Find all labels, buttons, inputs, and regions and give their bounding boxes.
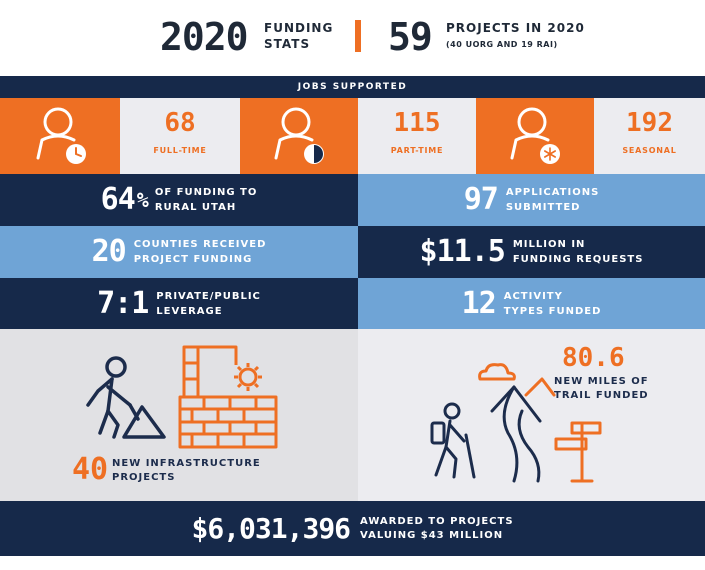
leverage-stat: 7:1 Private/Public Leverage — [0, 278, 358, 329]
infrastructure-line2: Projects — [112, 472, 176, 483]
funding-requests-stat: $11.5 Million in Funding Requests — [358, 226, 705, 278]
jobs-title: Jobs Supported — [297, 82, 408, 92]
infrastructure-line1: New Infrastructure — [112, 458, 261, 469]
seasonal-value: 192 — [626, 108, 673, 138]
leverage-line2: Leverage — [156, 305, 223, 317]
worker-shovel-icon — [86, 356, 166, 439]
projects-count: 59 — [388, 15, 433, 59]
year-label-1: Funding — [264, 21, 334, 35]
rural-funding-text: of funding to rural Utah — [155, 185, 258, 215]
full-time-icon-cell — [0, 98, 120, 174]
infrastructure-text: New Infrastructure Projects — [112, 457, 261, 485]
counties-value: 20 — [91, 234, 127, 269]
counties-stat: 20 Counties Received Project Funding — [0, 226, 358, 278]
brick-wall-icon — [178, 345, 278, 449]
part-time-value: 115 — [393, 108, 441, 138]
jobs-supported-bar: Jobs Supported — [0, 76, 705, 98]
counties-line1: Counties Received — [133, 239, 267, 250]
full-time-label: Full-Time — [153, 146, 207, 155]
header: 2020 Funding Stats 59 Projects In 2020 (… — [0, 0, 705, 75]
year-label-2: Stats — [264, 37, 311, 51]
infrastructure-value: 40 — [72, 452, 109, 487]
applications-line2: Submitted — [505, 202, 581, 213]
rural-funding-stat: 64 % of funding to rural Utah — [0, 174, 358, 226]
total-awarded-line1: Awarded to Projects — [360, 515, 514, 527]
part-time-icon-cell — [240, 98, 358, 174]
full-time-value: 68 — [164, 108, 196, 138]
full-time-stat: 68 Full-Time — [120, 98, 240, 174]
part-time-label: Part-Time — [390, 146, 444, 155]
applications-value: 97 — [463, 182, 499, 217]
person-snowflake-icon — [510, 107, 560, 164]
rural-funding-unit: % — [136, 188, 149, 212]
trails-value: 80.6 — [562, 343, 625, 373]
hiker-trail-icon — [430, 363, 602, 483]
person-clock-icon — [36, 107, 86, 164]
trails-line1: New Miles of — [554, 376, 649, 387]
rural-funding-line1: of funding to — [154, 187, 258, 198]
leverage-line1: Private/Public — [156, 290, 261, 302]
total-awarded-value: $6,031,396 — [191, 512, 351, 545]
year-value: 2020 — [160, 15, 249, 59]
activity-types-line2: Types Funded — [503, 305, 602, 317]
projects-label: Projects In 2020 — [446, 21, 585, 35]
activity-types-line1: Activity — [503, 290, 563, 302]
total-awarded-text: Awarded to Projects Valuing $43 Million — [360, 515, 513, 543]
rural-funding-line2: rural Utah — [154, 202, 237, 213]
leverage-text: Private/Public Leverage — [156, 289, 261, 319]
trails-panel: 80.6 New Miles of Trail Funded — [358, 329, 705, 501]
activity-types-value: 12 — [461, 285, 497, 321]
leverage-value: 7:1 — [97, 285, 149, 321]
header-divider — [355, 20, 361, 52]
activity-types-stat: 12 Activity Types Funded — [358, 278, 705, 329]
trails-text: New Miles of Trail Funded — [554, 375, 649, 403]
person-halfcircle-icon — [274, 107, 324, 164]
trails-line2: Trail Funded — [554, 390, 649, 401]
total-awarded-bar: $6,031,396 Awarded to Projects Valuing $… — [0, 501, 705, 556]
funding-requests-text: Million in Funding Requests — [513, 237, 644, 267]
seasonal-label: Seasonal — [622, 146, 677, 155]
total-awarded-line2: Valuing $43 Million — [360, 529, 504, 541]
counties-line2: Project Funding — [133, 254, 253, 265]
seasonal-icon-cell — [476, 98, 594, 174]
funding-requests-line2: Funding Requests — [512, 254, 644, 265]
seasonal-stat: 192 Seasonal — [594, 98, 705, 174]
applications-line1: Applications — [505, 187, 600, 198]
rural-funding-value: 64 — [100, 182, 136, 217]
infrastructure-panel: 40 New Infrastructure Projects — [0, 329, 358, 501]
funding-requests-value: $11.5 — [419, 234, 506, 269]
applications-stat: 97 Applications Submitted — [358, 174, 705, 226]
counties-text: Counties Received Project Funding — [134, 237, 267, 267]
part-time-stat: 115 Part-Time — [358, 98, 476, 174]
applications-text: Applications Submitted — [506, 185, 599, 215]
projects-sub: (40 UORG and 19 RAI) — [446, 40, 558, 49]
activity-types-text: Activity Types Funded — [504, 289, 602, 319]
funding-requests-line1: Million in — [512, 239, 586, 250]
